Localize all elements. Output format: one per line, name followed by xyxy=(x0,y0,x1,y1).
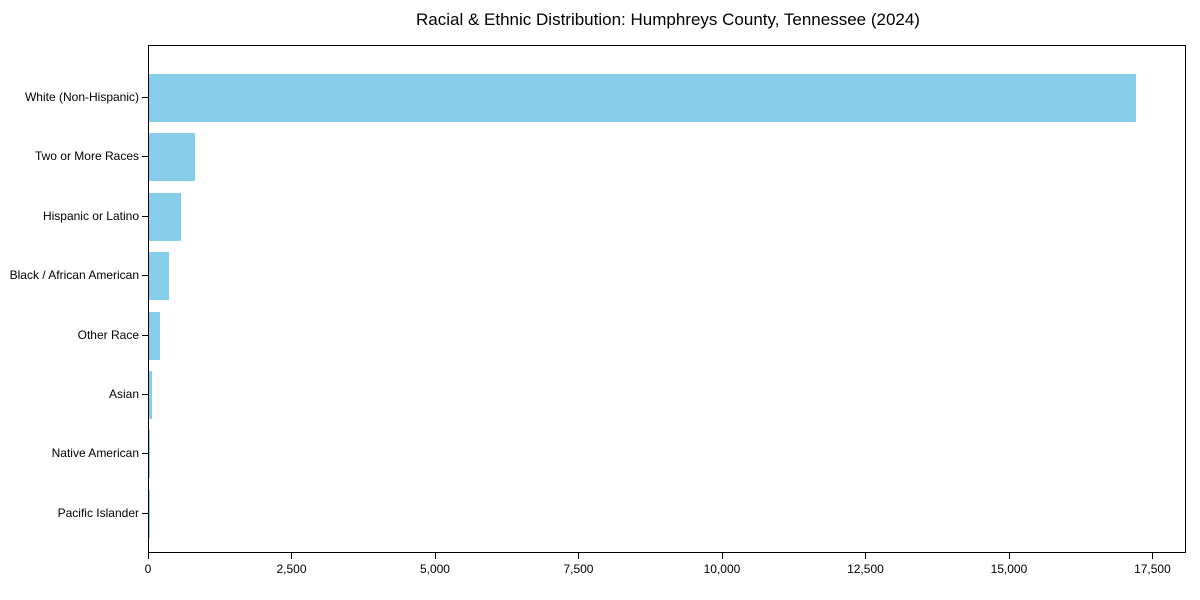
bar-black-african-american xyxy=(149,252,170,301)
bar-pacific-islander xyxy=(149,489,150,538)
y-axis-label-black-african-american: Black / African American xyxy=(9,268,139,283)
x-tick-mark xyxy=(1152,553,1154,559)
bar-white-non-hispanic xyxy=(149,74,1137,122)
x-tick-label: 0 xyxy=(144,562,152,576)
bar-asian xyxy=(149,371,153,419)
y-axis-label-white-non-hispanic: White (Non-Hispanic) xyxy=(24,90,139,104)
x-tick-label: 7,500 xyxy=(563,562,594,576)
y-axis-label-two-or-more-races: Two or More Races xyxy=(34,149,139,164)
y-axis-label-other-race: Other Race xyxy=(77,327,139,342)
y-tick-mark xyxy=(142,394,148,395)
y-axis-label-hispanic-or-latino: Hispanic or Latino xyxy=(42,208,139,223)
bar-hispanic-or-latino xyxy=(149,192,181,241)
bar-two-or-more-races xyxy=(149,133,195,182)
x-tick-mark xyxy=(865,553,867,559)
chart-title: Racial & Ethnic Distribution: Humphreys … xyxy=(416,10,920,29)
y-tick-mark xyxy=(142,156,148,158)
y-tick-mark xyxy=(142,453,148,455)
x-tick-mark xyxy=(291,553,293,559)
x-tick-label: 5,000 xyxy=(419,562,450,576)
y-tick-mark xyxy=(142,97,148,98)
x-tick-mark xyxy=(1008,553,1010,559)
x-tick-label: 2,500 xyxy=(276,562,307,576)
y-axis-label-native-american: Native American xyxy=(51,446,139,461)
x-tick-mark xyxy=(578,553,580,559)
bar-native-american xyxy=(149,430,151,479)
y-tick-mark xyxy=(142,334,148,336)
y-axis-label-pacific-islander: Pacific Islander xyxy=(57,505,139,520)
y-tick-mark xyxy=(142,215,148,217)
x-tick-mark xyxy=(434,553,436,559)
x-tick-label: 17,500 xyxy=(1134,562,1171,576)
x-tick-label: 12,500 xyxy=(847,562,884,576)
x-tick-mark xyxy=(148,553,149,559)
x-tick-mark xyxy=(721,553,723,559)
y-axis-label-asian: Asian xyxy=(108,387,139,401)
x-tick-label: 15,000 xyxy=(990,562,1028,576)
y-tick-mark xyxy=(142,275,148,277)
plot-area xyxy=(148,45,1186,553)
x-tick-label: 10,000 xyxy=(703,562,741,576)
y-tick-mark xyxy=(142,512,148,514)
bar-other-race xyxy=(149,311,161,360)
